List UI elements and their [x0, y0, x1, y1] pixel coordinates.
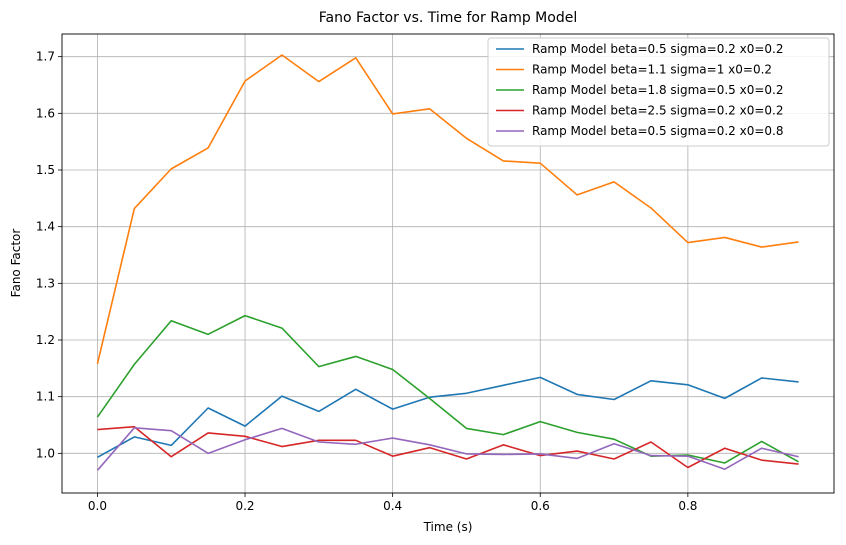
y-axis-ticks: 1.0 1.1 1.2 1.3 1.4 1.5 1.6 1.7 — [36, 50, 62, 460]
plot-frame — [61, 33, 835, 494]
y-axis-label: Fano Factor — [9, 229, 23, 298]
legend-label-5: Ramp Model beta=0.5 sigma=0.2 x0=0.8 — [532, 124, 783, 138]
y-tick-label: 1.0 — [36, 446, 55, 460]
x-tick-label: 0.2 — [235, 499, 254, 513]
y-tick-label: 1.1 — [36, 390, 55, 404]
series-lines — [96, 54, 799, 471]
y-tick-label: 1.6 — [36, 106, 55, 120]
legend-label-4: Ramp Model beta=2.5 sigma=0.2 x0=0.2 — [532, 104, 783, 118]
grid-lines — [62, 34, 834, 493]
x-axis-label: Time (s) — [423, 520, 473, 534]
legend-label-3: Ramp Model beta=1.8 sigma=0.5 x0=0.2 — [532, 83, 783, 97]
y-tick-label: 1.7 — [36, 50, 55, 64]
series-line-5 — [96, 427, 799, 471]
chart-title: Fano Factor vs. Time for Ramp Model — [319, 10, 577, 26]
series-line-1 — [97, 376, 799, 459]
series-line-3 — [96, 314, 799, 464]
legend-label-1: Ramp Model beta=0.5 sigma=0.2 x0=0.2 — [532, 42, 783, 56]
x-tick-label: 0.4 — [383, 499, 402, 513]
x-tick-label: 0.0 — [88, 499, 107, 513]
legend: Ramp Model beta=0.5 sigma=0.2 x0=0.2 Ramp… — [487, 37, 830, 147]
x-tick-label: 0.6 — [531, 499, 550, 513]
series-line-2 — [96, 54, 799, 364]
legend-box — [487, 37, 830, 147]
x-tick-label: 0.8 — [678, 499, 697, 513]
series-line-4 — [97, 425, 799, 469]
y-tick-label: 1.5 — [36, 163, 55, 177]
x-axis-ticks: 0.0 0.2 0.4 0.6 0.8 — [88, 493, 697, 513]
y-tick-label: 1.4 — [36, 220, 55, 234]
y-tick-label: 1.2 — [36, 333, 55, 347]
y-tick-label: 1.3 — [36, 276, 55, 290]
legend-label-2: Ramp Model beta=1.1 sigma=1 x0=0.2 — [532, 63, 772, 77]
